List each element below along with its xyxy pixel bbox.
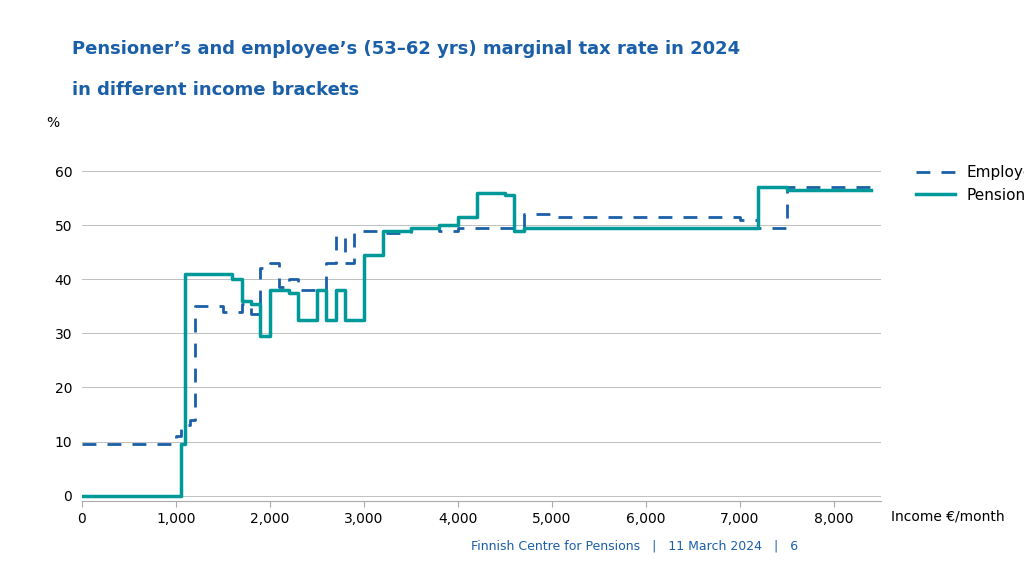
Employee [377, 230, 389, 237]
Employee [780, 184, 793, 191]
Text: Pensioner’s and employee’s (53–62 yrs) marginal tax rate in 2024: Pensioner’s and employee’s (53–62 yrs) m… [72, 40, 739, 58]
Employee [348, 260, 360, 267]
Pensioner [321, 316, 333, 323]
Line: Employee: Employee [82, 187, 871, 444]
Text: Income €/month: Income €/month [891, 510, 1005, 524]
Legend: Employee, Pensioner: Employee, Pensioner [910, 159, 1024, 209]
Pensioner [865, 187, 878, 194]
Text: Finnish Centre for Pensions   |   11 March 2024   |   6: Finnish Centre for Pensions | 11 March 2… [471, 540, 799, 553]
Text: %: % [46, 116, 59, 130]
Employee [217, 303, 229, 310]
Employee [273, 284, 286, 291]
Pensioner [179, 270, 191, 277]
Pensioner [283, 289, 295, 296]
Pensioner [753, 225, 765, 232]
Pensioner [404, 227, 417, 234]
Pensioner [76, 492, 88, 499]
Employee [339, 233, 351, 240]
Employee [76, 441, 88, 448]
Text: in different income brackets: in different income brackets [72, 81, 358, 98]
Pensioner [377, 252, 389, 259]
Employee [865, 184, 878, 191]
Pensioner [753, 184, 765, 191]
Line: Pensioner: Pensioner [82, 187, 871, 496]
Employee [348, 227, 360, 234]
